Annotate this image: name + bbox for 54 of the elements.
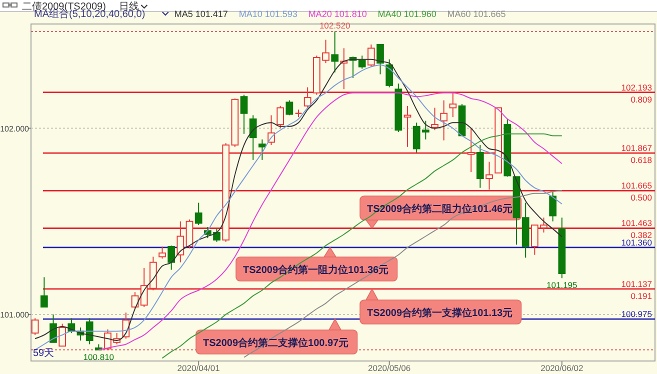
candlestick — [158, 246, 166, 260]
candlestick — [486, 161, 493, 190]
candlestick — [376, 44, 384, 75]
ref-line-label: 101.463 — [621, 218, 652, 228]
x-tick-label: 2020/04/01 — [177, 363, 220, 373]
candlestick — [31, 318, 39, 336]
annotation: TS2009合约第一阻力位101.36元 — [243, 264, 389, 276]
candlestick — [249, 114, 257, 160]
text: MA40 101.960 — [378, 9, 436, 19]
candlestick — [449, 92, 457, 118]
annotation: 0.809 — [630, 94, 652, 104]
annotation: TS2009合约第二支撑位100.97元 — [203, 337, 349, 349]
candlestick — [331, 30, 339, 73]
candlestick — [194, 202, 202, 226]
ref-line-label: 101.867 — [621, 143, 652, 154]
annotation: 102.520 — [319, 20, 350, 30]
candlestick — [240, 94, 248, 134]
candlestick — [176, 220, 184, 263]
text: MA20 101.810 — [308, 9, 367, 19]
candlestick — [50, 314, 57, 343]
x-tick-label: 2020/06/02 — [540, 363, 584, 373]
y-tick-label: 101.000 — [0, 310, 30, 320]
annotation: 101.195 — [546, 280, 578, 290]
text: MA10 101.593 — [238, 9, 298, 19]
annotation: 100.810 — [83, 352, 114, 362]
ref-line-label: 101.137 — [621, 278, 652, 289]
candlestick — [404, 105, 412, 148]
candlestick — [549, 191, 557, 222]
annotation: 0.191 — [630, 290, 652, 301]
candlestick — [358, 55, 366, 70]
annotation: 0.500 — [630, 192, 652, 203]
candlestick — [304, 86, 312, 108]
ref-line-label: 101.665 — [621, 180, 652, 191]
y-tick-label: 102.000 — [0, 124, 30, 134]
candlestick — [168, 245, 176, 270]
candlestick — [431, 107, 438, 131]
candlestick — [58, 323, 66, 347]
candlestick — [286, 100, 294, 116]
x-tick-label: 2020/05/06 — [368, 363, 411, 373]
annotation: 0.618 — [630, 155, 652, 166]
candlestick — [40, 276, 48, 308]
candlestick — [367, 44, 375, 68]
candlestick — [276, 105, 284, 129]
ref-line-label: 102.193 — [621, 82, 652, 92]
candlestick — [467, 128, 475, 173]
annotation: TS2009合约第一支撑位101.13元 — [367, 307, 513, 319]
candlestick — [258, 138, 266, 160]
candlestick — [86, 318, 94, 345]
candlestick — [440, 100, 448, 141]
candlestick — [386, 58, 394, 88]
text: MA5 101.417 — [174, 9, 228, 19]
ref-line-label: 100.975 — [621, 309, 652, 320]
annotation: 59天 — [33, 348, 54, 359]
text: MA60 101.665 — [447, 9, 506, 19]
